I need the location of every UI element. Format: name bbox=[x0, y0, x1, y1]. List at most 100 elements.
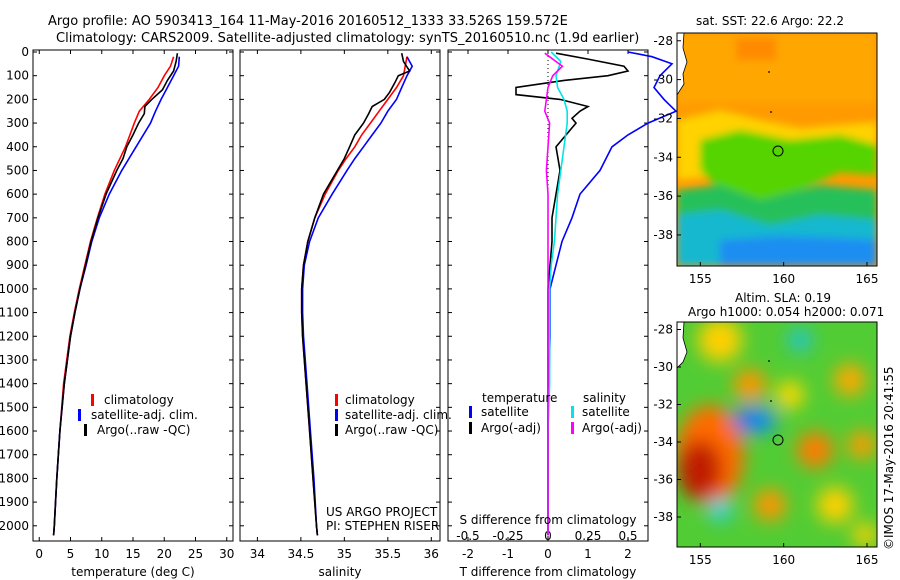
depth-tick-label: 1400 bbox=[0, 377, 29, 391]
x-tick-label: -2 bbox=[462, 547, 474, 561]
salinity-plot-frame bbox=[239, 49, 441, 542]
x-tick-label: 30 bbox=[219, 547, 234, 561]
argo-float-marker bbox=[772, 145, 784, 157]
salinity-difference-axis: -0.5 -0.25 0 0.25 0.5 bbox=[456, 529, 637, 543]
depth-tick-label: 1600 bbox=[0, 424, 29, 438]
salinity-xlabel: salinity bbox=[318, 565, 361, 579]
map-x-tick-label: 160 bbox=[772, 553, 795, 567]
depth-tick-label: 1000 bbox=[0, 282, 29, 296]
series-line-climatology bbox=[300, 56, 408, 536]
map-y-tick-label: -30 bbox=[653, 73, 673, 87]
sla-field bbox=[677, 322, 877, 547]
imos-timestamp: ©IMOS 17-May-2016 20:41:55 bbox=[882, 366, 896, 550]
legend-label-satellite: satellite-adj. clim. bbox=[91, 408, 198, 422]
s-difference-label: S difference from climatology bbox=[460, 513, 637, 527]
map-y-tick-label: -32 bbox=[653, 398, 673, 412]
temperature-panel: 0100200300400500600700800900100011001200… bbox=[0, 45, 234, 579]
sst-map-title: sat. SST: 22.6 Argo: 22.2 bbox=[696, 14, 844, 28]
depth-tick-label: 200 bbox=[6, 92, 29, 106]
salinity-depth-ticks bbox=[240, 51, 440, 527]
legend-label-climatology: climatology bbox=[345, 393, 415, 407]
x-tick-label: 35.5 bbox=[374, 547, 401, 561]
sla-map: Altim. SLA: 0.19 Argo h1000: 0.054 h2000… bbox=[653, 291, 884, 567]
series-line-argo-raw-qc bbox=[52, 53, 179, 536]
pi-credit: PI: STEPHEN RISER bbox=[326, 519, 439, 533]
s-tick-label: 0.5 bbox=[618, 529, 637, 543]
depth-tick-label: 2000 bbox=[0, 519, 29, 533]
depth-axis: 0 100 200 300 400 500 600 700 800 900 1000 1100 1200… bbox=[0, 45, 233, 533]
map-y-tick-label: -28 bbox=[653, 34, 673, 48]
sst-map-axes: 155 160 165 -28 -30 -32 -34 -36 -38 bbox=[653, 34, 878, 286]
legend-swatch-t-satellite bbox=[469, 406, 472, 418]
x-tick-label: 34.5 bbox=[288, 547, 315, 561]
sla-map-frame bbox=[676, 321, 878, 548]
s-tick-label: 0.25 bbox=[575, 529, 602, 543]
sla-map-axes: 155 160 165 -28 -30 -32 -34 -36 -38 bbox=[653, 323, 878, 568]
legend-swatch-s-satellite bbox=[571, 406, 574, 418]
series-line-s-argo-adj bbox=[543, 52, 564, 536]
t-difference-label: T difference from climatology bbox=[459, 565, 637, 579]
x-tick-label: 25 bbox=[188, 547, 203, 561]
depth-tick-label: 1800 bbox=[0, 471, 29, 485]
s-tick-label: -0.25 bbox=[492, 529, 523, 543]
legend-swatch-satellite bbox=[78, 409, 81, 421]
legend-swatch-argo bbox=[84, 424, 87, 436]
map-y-tick-label: -38 bbox=[653, 510, 673, 524]
depth-tick-label: 1200 bbox=[0, 329, 29, 343]
s-tick-label: 0 bbox=[544, 529, 552, 543]
sst-field bbox=[677, 33, 877, 266]
legend-swatch-argo bbox=[335, 424, 338, 436]
x-tick-label: 5 bbox=[67, 547, 75, 561]
legend-label-climatology: climatology bbox=[104, 393, 174, 407]
depth-tick-label: 1900 bbox=[0, 495, 29, 509]
map-y-tick-label: -38 bbox=[653, 228, 673, 242]
difference-depth-ticks bbox=[448, 51, 648, 527]
legend-label-t-satellite: satellite bbox=[481, 405, 529, 419]
x-tick-label: 36 bbox=[424, 547, 439, 561]
map-y-tick-label: -34 bbox=[653, 150, 673, 164]
depth-tick-label: 600 bbox=[6, 187, 29, 201]
difference-legend: temperature satellite Argo(-adj) salinit… bbox=[469, 391, 642, 435]
s-tick-label: -0.5 bbox=[456, 529, 479, 543]
temperature-x-axis: 0 5 10 15 20 25 30 bbox=[35, 50, 234, 561]
x-tick-label: 0 bbox=[544, 547, 552, 561]
depth-tick-label: 100 bbox=[6, 69, 29, 83]
map-y-tick-label: -32 bbox=[653, 111, 673, 125]
temperature-lines bbox=[52, 53, 181, 536]
x-tick-label: -1 bbox=[502, 547, 514, 561]
depth-tick-label: 400 bbox=[6, 140, 29, 154]
series-line-satellite-adj-clim bbox=[301, 56, 414, 536]
temperature-xlabel: temperature (deg C) bbox=[71, 565, 194, 579]
x-tick-label: 2 bbox=[624, 547, 632, 561]
x-tick-label: 34 bbox=[250, 547, 265, 561]
sst-map: sat. SST: 22.6 Argo: 22.2 155 160 165 -28 -3… bbox=[653, 14, 878, 286]
salinity-x-axis: 34 34.5 35 35.5 36 bbox=[250, 50, 439, 561]
map-y-tick-label: -30 bbox=[653, 360, 673, 374]
argo-float-marker bbox=[772, 434, 784, 446]
depth-tick-label: 1700 bbox=[0, 448, 29, 462]
sst-map-frame bbox=[676, 32, 878, 267]
series-line-t-argo-adj bbox=[515, 52, 630, 536]
difference-panel: -2 -1 0 1 2 -0.5 -0.25 0 0.25 0.5 S difference f… bbox=[447, 49, 678, 579]
legend-label-s-argo: Argo(-adj) bbox=[582, 421, 642, 435]
difference-x-axis: -2 -1 0 1 2 bbox=[462, 50, 632, 561]
series-line-argo-raw-qc bbox=[300, 53, 411, 536]
salinity-panel: 34 34.5 35 35.5 36 salinity climatology sate… bbox=[239, 49, 452, 579]
map-x-tick-label: 155 bbox=[689, 553, 712, 567]
depth-tick-label: 300 bbox=[6, 116, 29, 130]
legend-swatch-satellite bbox=[335, 409, 338, 421]
difference-lines bbox=[515, 51, 678, 536]
map-y-tick-label: -36 bbox=[653, 189, 673, 203]
legend-swatch-s-argo bbox=[571, 422, 574, 434]
x-tick-label: 20 bbox=[157, 547, 172, 561]
salinity-lines bbox=[300, 53, 414, 536]
x-tick-label: 15 bbox=[125, 547, 140, 561]
map-y-tick-label: -34 bbox=[653, 435, 673, 449]
temperature-plot-frame bbox=[32, 49, 234, 542]
legend-label-argo: Argo(..raw -QC) bbox=[97, 423, 190, 437]
series-line-climatology bbox=[52, 56, 175, 536]
legend-title-temperature: temperature bbox=[482, 391, 557, 405]
series-line-satellite-adj-clim bbox=[52, 56, 181, 536]
x-tick-label: 0 bbox=[35, 547, 43, 561]
